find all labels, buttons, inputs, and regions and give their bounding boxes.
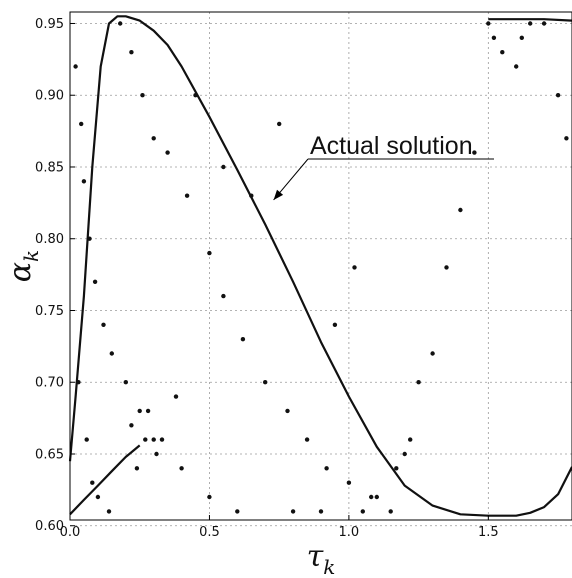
annotation-arrowhead [273, 189, 284, 200]
y-tick-label: 0.80 [35, 232, 64, 247]
sample-point [84, 437, 89, 442]
sample-point [249, 193, 254, 198]
sample-point [491, 35, 497, 40]
sample-point [184, 193, 190, 198]
sample-point [430, 351, 435, 356]
y-tick-label: 0.75 [35, 304, 64, 319]
actual-solution-curve-layer [68, 15, 572, 517]
sample-point [134, 466, 140, 471]
y-tick-label: 0.65 [35, 447, 64, 462]
sample-point [263, 380, 268, 385]
sample-point [73, 64, 78, 69]
grid-lines [69, 12, 572, 527]
sample-point [106, 509, 112, 514]
sample-point [402, 451, 407, 457]
sample-point [95, 494, 101, 500]
x-tick-label: 0.5 [199, 525, 220, 540]
sample-point [90, 480, 95, 485]
sample-point [318, 509, 324, 514]
sample-point [514, 64, 519, 69]
sample-point [159, 437, 165, 442]
sample-point [118, 21, 123, 26]
sample-point [79, 121, 84, 127]
y-tick-label: 0.60 [35, 519, 64, 534]
sample-point [129, 423, 134, 428]
sample-point [472, 150, 477, 155]
sample-point [528, 21, 533, 26]
sample-point [500, 50, 505, 55]
sample-point [290, 509, 296, 514]
sample-point [235, 509, 240, 514]
sample-point [324, 466, 329, 471]
sample-point [207, 494, 212, 500]
annotation-label: Actual solution [310, 132, 473, 160]
sample-point [123, 380, 128, 385]
actual-solution-annotation: Actual solution [273, 132, 494, 201]
sample-point [151, 136, 156, 141]
y-tick-label: 0.85 [35, 160, 64, 175]
y-tick-label: 0.90 [35, 89, 64, 104]
sample-point [101, 322, 106, 327]
sample-point [564, 136, 569, 141]
sample-point [519, 35, 524, 40]
x-tick-label: 0.0 [60, 525, 81, 540]
sample-point [173, 394, 179, 399]
sample-point [285, 408, 290, 414]
sample-point [374, 494, 379, 500]
actual-solution-line [488, 18, 572, 22]
sample-point [151, 437, 156, 442]
sample-point [207, 250, 212, 256]
plot-frame [69, 11, 572, 521]
sample-point [541, 21, 547, 26]
sample-point [140, 93, 145, 98]
sample-point [179, 466, 184, 471]
sample-point [145, 408, 151, 414]
sample-point [486, 21, 491, 26]
sample-point [193, 93, 198, 98]
y-tick-label: 0.95 [35, 17, 64, 32]
sample-point [360, 509, 365, 514]
sample-point [388, 509, 393, 514]
y-tick-label: 0.70 [35, 376, 64, 391]
sample-point [87, 236, 92, 241]
sample-point [277, 121, 282, 127]
scatter-points-layer [73, 21, 569, 514]
sample-point [394, 466, 399, 471]
sample-point [165, 150, 170, 155]
sample-point [92, 279, 98, 284]
sample-point [352, 265, 357, 270]
sample-point [240, 337, 246, 342]
sample-point [332, 322, 338, 327]
sample-point [81, 179, 87, 184]
sample-point [109, 351, 115, 356]
axis-ticks: 0.0 0.5 1.0 1.5 0.60 0.65 0.70 0.75 0.80 0.85 0.90… [35, 17, 499, 540]
y-axis-label: αk [3, 250, 43, 282]
sample-point [129, 50, 134, 55]
sample-point [76, 380, 81, 385]
sample-point [304, 437, 310, 442]
x-tick-label: 1.0 [339, 525, 360, 540]
sample-point [444, 265, 449, 270]
sample-point [154, 451, 159, 457]
sample-point [221, 293, 226, 299]
sample-point [137, 408, 142, 414]
sample-point [221, 164, 226, 170]
sample-point [416, 380, 421, 385]
actual-solution-line [68, 15, 572, 517]
sample-point [369, 494, 374, 500]
sample-point [346, 480, 352, 485]
x-axis-label: τk [307, 539, 336, 574]
sample-point [408, 437, 413, 442]
x-tick-label: 1.5 [478, 525, 499, 540]
sample-point [458, 207, 463, 213]
actual-solution-line [69, 444, 141, 516]
sample-point [143, 437, 148, 442]
sample-point [555, 93, 561, 98]
